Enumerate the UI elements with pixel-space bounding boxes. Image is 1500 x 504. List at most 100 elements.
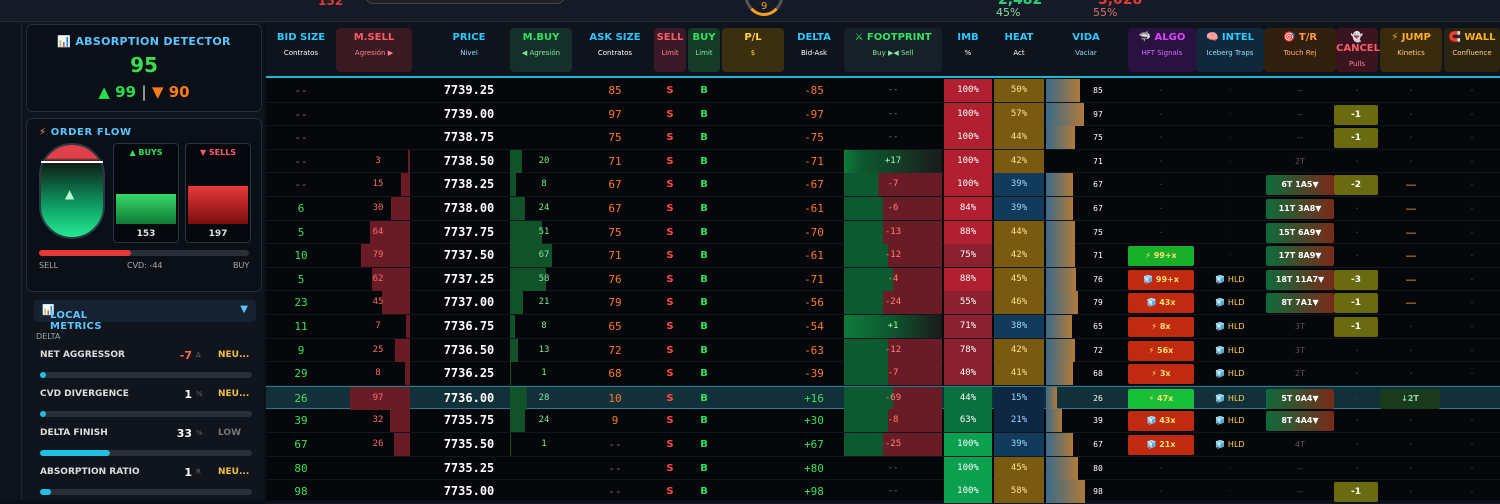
table-row[interactable]: 6 30 7738.00 24 67 S B -61 -6 84% 39% 67 · · 11T 3A8▼ ·… xyxy=(266,197,1500,221)
column-header-sell[interactable]: SELL Limit xyxy=(654,28,686,72)
buy-limit-button[interactable]: B xyxy=(700,108,708,120)
buy-limit-button[interactable]: B xyxy=(700,132,708,144)
column-header-mbuy[interactable]: M.BUY ◀ Agresión xyxy=(510,28,572,72)
sell-limit-button[interactable]: S xyxy=(666,462,674,474)
table-row[interactable]: -- 7739.25 85 S B -85 -- 100% 50% 85 · · -- · · · xyxy=(266,79,1500,103)
column-header-bidsize[interactable]: BID SIZE Contratos xyxy=(270,28,332,72)
table-row[interactable]: -- 15 7738.25 8 67 S B -67 -7 100% 39% 67 · · 6T 1A5▼ -… xyxy=(266,173,1500,197)
buy-limit-button[interactable]: B xyxy=(700,344,708,356)
table-row[interactable]: -- 7739.00 97 S B -97 -- 100% 57% 97 · · -- -1 · · xyxy=(266,102,1500,127)
column-header-vida[interactable]: VIDA Vaciar xyxy=(1046,28,1126,72)
column-header-jump[interactable]: ⚡ JUMP Kinetics xyxy=(1380,28,1442,72)
table-row[interactable]: 39 32 7735.75 24 9 S B +30 -8 63% 21% 39 🧊 43x 🧊 HLD 8… xyxy=(266,409,1500,433)
buy-limit-button[interactable]: B xyxy=(700,179,708,191)
price-cell[interactable]: 7737.25 xyxy=(443,271,495,286)
sell-limit-button[interactable]: S xyxy=(666,368,674,380)
column-header-heat[interactable]: HEAT Act xyxy=(994,28,1044,72)
price-cell[interactable]: 7735.25 xyxy=(443,460,495,475)
column-header-asksize[interactable]: ASK SIZE Contratos xyxy=(576,28,654,72)
column-header-pl[interactable]: P/L $ xyxy=(722,28,784,72)
algo-signal-chip[interactable]: 🧊 21x xyxy=(1128,435,1194,455)
sell-limit-button[interactable]: S xyxy=(666,250,674,262)
price-cell[interactable]: 7737.00 xyxy=(443,295,495,310)
buy-limit-button[interactable]: B xyxy=(700,297,708,309)
table-row[interactable]: -- 3 7738.50 20 71 S B -71 +17 100% 42% 71 · · 2T · · · xyxy=(266,149,1500,174)
buy-limit-button[interactable]: B xyxy=(700,439,708,450)
buy-limit-button[interactable]: B xyxy=(700,321,708,332)
sell-limit-button[interactable]: S xyxy=(666,155,674,167)
sell-limit-button[interactable]: S xyxy=(666,439,674,450)
algo-signal-chip[interactable]: ⚡ 8x xyxy=(1128,317,1194,337)
column-header-cancel[interactable]: 👻 CANCEL Pulls xyxy=(1336,28,1380,72)
price-cell[interactable]: 7738.25 xyxy=(443,177,495,192)
buy-limit-button[interactable]: B xyxy=(700,415,708,427)
algo-signal-chip[interactable]: 🧊 43x xyxy=(1128,411,1194,432)
sell-limit-button[interactable]: S xyxy=(666,297,674,309)
column-header-wall[interactable]: 🧲 WALL Confluence xyxy=(1444,28,1500,72)
sell-limit-button[interactable]: S xyxy=(666,179,674,191)
buy-limit-button[interactable]: B xyxy=(700,462,708,474)
price-cell[interactable]: 7738.00 xyxy=(443,201,495,215)
sell-limit-button[interactable]: S xyxy=(666,203,674,214)
table-row[interactable]: 9 25 7736.50 13 72 S B -63 -12 78% 42% 72 ⚡ 56x 🧊 HLD… xyxy=(266,338,1500,363)
sell-limit-button[interactable]: S xyxy=(666,344,674,356)
table-row[interactable]: 29 8 7736.25 1 68 S B -39 -7 40% 41% 68 ⚡ 3x 🧊 HLD 2T ·… xyxy=(266,362,1500,386)
table-row[interactable]: 10 79 7737.50 67 71 S B -61 -12 75% 42% 71 ⚡ 99+x · 17… xyxy=(266,244,1500,268)
table-row[interactable]: 80 7735.25 -- S B +80 -- 100% 45% 80 · · -- · · · xyxy=(266,456,1500,481)
sell-limit-button[interactable]: S xyxy=(666,486,674,498)
price-cell[interactable]: 7735.75 xyxy=(443,413,495,428)
price-cell[interactable]: 7738.75 xyxy=(443,130,495,145)
table-row[interactable]: 67 26 7735.50 1 -- S B +67 -25 100% 39% 67 🧊 21x 🧊 HL… xyxy=(266,433,1500,457)
price-cell[interactable]: 7737.75 xyxy=(443,224,495,239)
column-header-imb[interactable]: IMB% xyxy=(944,28,992,72)
table-row[interactable]: 98 7735.00 -- S B +98 -- 100% 58% 98 · · -- -1 · · xyxy=(266,480,1500,504)
price-cell[interactable]: 7737.50 xyxy=(443,248,495,263)
column-header-tr[interactable]: 🎯 T/R Touch Rej xyxy=(1264,28,1336,72)
buy-limit-button[interactable]: B xyxy=(700,368,708,380)
buy-limit-button[interactable]: B xyxy=(700,250,708,262)
sell-limit-button[interactable]: S xyxy=(666,85,674,96)
algo-signal-chip[interactable]: 🧊 99+x xyxy=(1128,269,1194,290)
table-row[interactable]: 26 97 7736.00 28 10 S B +16 -69 44% 15% 26 ⚡ 47x 🧊 HL… xyxy=(266,385,1500,410)
price-cell[interactable]: 7736.75 xyxy=(443,319,495,333)
algo-signal-chip[interactable]: ⚡ 99+x xyxy=(1128,246,1194,267)
sell-limit-button[interactable]: S xyxy=(666,108,674,120)
sell-limit-button[interactable]: S xyxy=(666,273,674,285)
buy-limit-button[interactable]: B xyxy=(700,203,708,214)
local-metrics-header[interactable]: 📊 LOCAL METRICS ▼ xyxy=(34,300,256,332)
table-row[interactable]: -- 7738.75 75 S B -75 -- 100% 44% 75 · · -- -1 · · xyxy=(266,126,1500,150)
sell-limit-button[interactable]: S xyxy=(666,132,674,144)
price-cell[interactable]: 7738.50 xyxy=(443,153,495,168)
column-header-buy[interactable]: BUY Limit xyxy=(688,28,720,72)
price-cell[interactable]: 7735.50 xyxy=(443,437,495,451)
algo-signal-chip[interactable]: 🧊 43x xyxy=(1128,293,1194,314)
buy-limit-button[interactable]: B xyxy=(700,486,708,498)
sell-limit-button[interactable]: S xyxy=(666,415,674,427)
table-row[interactable]: 5 62 7737.25 58 76 S B -71 -4 88% 45% 76 🧊 99+x 🧊 HLD… xyxy=(266,267,1500,292)
column-header-price[interactable]: PRICE Nivel xyxy=(422,28,516,72)
buy-limit-button[interactable]: B xyxy=(700,226,708,238)
column-header-algo[interactable]: 🦈 ALGO HFT Signals xyxy=(1128,28,1196,72)
column-header-delta[interactable]: DELTA Bid-Ask xyxy=(784,28,844,72)
buy-limit-button[interactable]: B xyxy=(700,155,708,167)
table-row[interactable]: 23 45 7737.00 21 79 S B -56 -24 55% 46% 79 🧊 43x 🧊 HL… xyxy=(266,291,1500,315)
table-row[interactable]: 5 64 7737.75 51 75 S B -70 -13 88% 44% 75 · · 15T 6A9▼… xyxy=(266,220,1500,245)
sell-limit-button[interactable]: S xyxy=(666,392,674,404)
buy-limit-button[interactable]: B xyxy=(700,392,708,404)
price-cell[interactable]: 7736.00 xyxy=(443,390,495,405)
price-cell[interactable]: 7736.25 xyxy=(443,366,495,381)
sell-limit-button[interactable]: S xyxy=(666,226,674,238)
column-header-msell[interactable]: M.SELL Agresión ▶ xyxy=(336,28,412,72)
price-cell[interactable]: 7739.25 xyxy=(443,83,495,97)
column-header-footprint[interactable]: ⚔ FOOTPRINT Buy ▶◀ Sell xyxy=(844,28,942,72)
column-header-intel[interactable]: 🧠 INTEL Iceberg Traps xyxy=(1196,28,1264,72)
algo-signal-chip[interactable]: ⚡ 47x xyxy=(1128,388,1194,409)
algo-signal-chip[interactable]: ⚡ 56x xyxy=(1128,340,1194,361)
chevron-down-icon[interactable]: ▼ xyxy=(240,304,248,315)
buy-limit-button[interactable]: B xyxy=(700,85,708,96)
price-cell[interactable]: 7739.00 xyxy=(443,106,495,121)
price-cell[interactable]: 7735.00 xyxy=(443,484,495,499)
algo-signal-chip[interactable]: ⚡ 3x xyxy=(1128,364,1194,385)
sell-limit-button[interactable]: S xyxy=(666,321,674,332)
table-row[interactable]: 11 7 7736.75 8 65 S B -54 +1 71% 38% 65 ⚡ 8x 🧊 HLD 3T -… xyxy=(266,315,1500,339)
